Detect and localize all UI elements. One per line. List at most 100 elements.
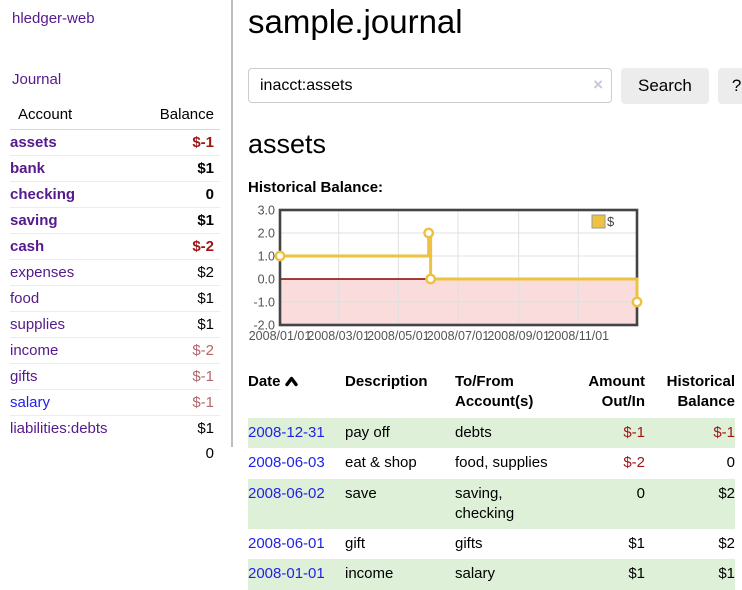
y-tick-label: 2.0 (258, 226, 275, 240)
account-row: assets $-1 (10, 130, 220, 156)
plot-border (278, 208, 639, 326)
x-tick-label: 2008/03/01 (307, 329, 370, 343)
account-row: cash $-2 (10, 233, 220, 260)
account-balance: $-1 (133, 363, 220, 390)
transaction-row: 2008-01-01 income salary $1 $1 (248, 559, 735, 590)
account-link-saving[interactable]: saving (10, 212, 58, 229)
chart-title: Historical Balance: (248, 178, 384, 196)
register-header-amount: Amount Out/In (588, 372, 645, 410)
transaction-description: gift (345, 535, 366, 553)
x-tick-label: 2008/01/01 (249, 329, 312, 343)
account-heading: assets (248, 128, 327, 159)
data-point-marker (425, 273, 437, 284)
account-link-gifts[interactable]: gifts (10, 368, 38, 385)
page-title: sample.journal (248, 3, 463, 40)
search-button[interactable]: Search (621, 67, 709, 104)
transaction-description: pay off (345, 418, 455, 449)
app-brand-link[interactable]: hledger-web (12, 10, 95, 27)
account-link-cash[interactable]: cash (10, 238, 45, 255)
y-tick-label: 0.0 (258, 272, 275, 286)
account-balance: $1 (133, 311, 220, 338)
transaction-accounts: food, supplies (455, 454, 548, 472)
register-header-balance: Historical Balance (666, 372, 735, 410)
transaction-amount: 0 (570, 478, 645, 530)
transaction-description: eat & shop (345, 454, 417, 472)
transaction-amount: $-1 (570, 418, 645, 449)
transaction-row: 2008-06-01 gift gifts $1 $2 (248, 529, 735, 559)
transaction-balance: $-1 (645, 418, 735, 449)
account-row: gifts $-1 (10, 363, 220, 390)
account-link-expenses[interactable]: expenses (10, 264, 75, 281)
transaction-accounts: salary (455, 559, 570, 590)
transaction-balance: $2 (645, 478, 735, 530)
account-balance: $1 (133, 415, 220, 441)
sidebar-item-journal[interactable]: Journal (12, 71, 62, 88)
accounts-total-value: 0 (205, 445, 214, 462)
account-link-bank[interactable]: bank (10, 160, 46, 177)
register-header-accounts: To/From Account(s) (455, 372, 534, 410)
account-balance: 0 (133, 181, 220, 208)
main-content: sample.journal × Search ? assets Histori… (233, 0, 742, 590)
account-balance: $-2 (133, 233, 220, 260)
y-tick-label: -1.0 (253, 295, 275, 309)
transaction-row: 2008-06-02 save saving, checking 0 $2 (248, 478, 735, 530)
register-header-description: Description (345, 372, 428, 390)
account-link-liabilities-debts[interactable]: liabilities:debts (10, 420, 108, 437)
transaction-accounts: saving, checking (455, 478, 570, 530)
y-tick-label: 1.0 (258, 249, 275, 263)
accounts-header-account: Account (10, 102, 134, 130)
legend-label: $ (607, 214, 615, 229)
account-link-food[interactable]: food (10, 290, 40, 307)
transaction-description: save (345, 478, 455, 530)
x-tick-label: 2008/09/01 (487, 329, 550, 343)
account-balance: $1 (133, 207, 220, 234)
account-balance: $1 (133, 155, 220, 182)
transaction-date-link[interactable]: 2008-06-02 (248, 484, 325, 502)
data-point-marker (274, 250, 286, 261)
account-link-supplies[interactable]: supplies (10, 316, 66, 333)
account-link-checking[interactable]: checking (10, 186, 76, 203)
accounts-header-balance: Balance (133, 102, 220, 130)
account-row: supplies $1 (10, 311, 220, 338)
account-row: liabilities:debts $1 (10, 415, 220, 441)
account-row: income $-2 (10, 337, 220, 364)
account-row: bank $1 (10, 155, 220, 182)
account-link-assets[interactable]: assets (10, 134, 57, 151)
account-link-income[interactable]: income (10, 342, 59, 359)
transaction-accounts: debts (455, 418, 570, 449)
transaction-balance: 0 (726, 454, 735, 472)
accounts-total-row: 0 (10, 441, 220, 466)
account-row: salary $-1 (10, 389, 220, 416)
transaction-amount: $1 (628, 535, 645, 553)
transaction-accounts: gifts (455, 535, 483, 553)
y-tick-label: -2.0 (253, 318, 275, 332)
transaction-balance: $1 (645, 559, 735, 590)
transaction-amount: $1 (570, 559, 645, 590)
transaction-row: 2008-12-31 pay off debts $-1 $-1 (248, 418, 735, 449)
data-point-marker (631, 296, 643, 307)
historical-balance-chart: $3.0 2.0 1.0 0.0 -1.0 -2.0 2008/01/01 2008/03/0… (248, 202, 727, 349)
transaction-amount: $-2 (623, 454, 645, 472)
account-row: expenses $2 (10, 259, 220, 286)
accounts-table: Account Balance assets $-1 bank $1 checking 0… (10, 102, 220, 466)
chart-canvas: $3.0 2.0 1.0 0.0 -1.0 -2.02008/01/012008/03/0… (249, 203, 643, 343)
transaction-date-link[interactable]: 2008-06-03 (248, 454, 325, 472)
account-balance: $-1 (192, 134, 214, 151)
register-header-date[interactable]: Date (248, 369, 345, 419)
account-link-salary[interactable]: salary (10, 394, 51, 411)
transaction-description: income (345, 559, 455, 590)
transaction-date-link[interactable]: 2008-06-01 (248, 535, 325, 553)
sidebar: hledger-web Journal Account Balance asse… (0, 0, 233, 462)
legend-swatch (591, 214, 606, 229)
x-tick-label: 2008/07/01 (427, 329, 490, 343)
register-table: Date Description To/From Account(s) Amou… (248, 369, 735, 590)
help-button[interactable]: ? (717, 67, 742, 104)
register-header-row: Date Description To/From Account(s) Amou… (248, 369, 735, 419)
y-tick-label: 3.0 (258, 203, 275, 217)
clear-search-icon[interactable]: × (593, 75, 603, 95)
transaction-date-link[interactable]: 2008-12-31 (248, 424, 325, 442)
transaction-date-link[interactable]: 2008-01-01 (248, 565, 325, 583)
transaction-balance: $2 (718, 535, 735, 553)
search-input[interactable] (248, 68, 612, 104)
